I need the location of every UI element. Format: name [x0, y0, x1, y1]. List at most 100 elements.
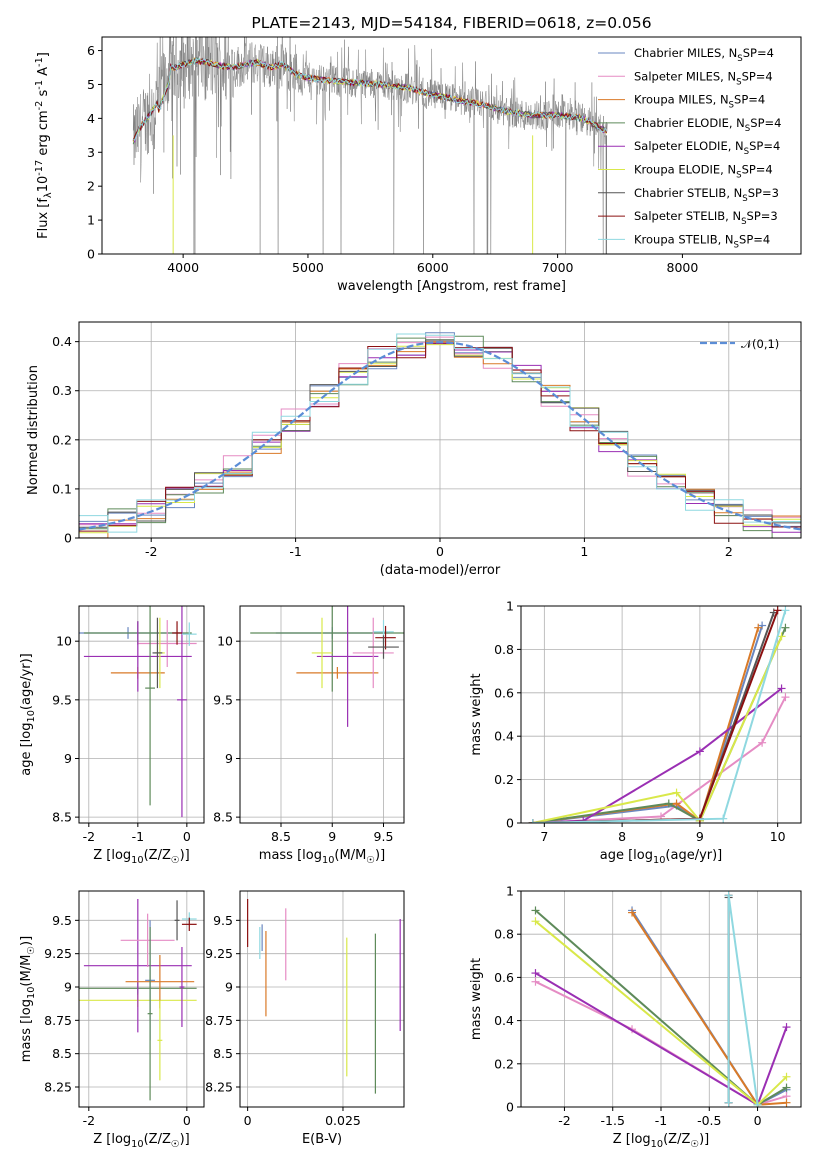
y-tick-label: 0.6 — [494, 970, 514, 985]
x-tick-label: 9 — [696, 829, 704, 844]
x-tick-label: -2 — [558, 1113, 570, 1128]
x-tick-label: 10 — [770, 829, 786, 844]
model-spectrum — [132, 57, 607, 141]
y-tick-label: 9.5 — [52, 692, 72, 707]
x-tick-label: 4000 — [167, 260, 199, 275]
x-tick-label: 1 — [580, 544, 588, 559]
plot-area — [528, 606, 790, 823]
legend-entry: Chabrier STELIB, NSSP=3 — [634, 186, 779, 204]
axes-frame — [239, 605, 405, 824]
x-tick-label: 7000 — [542, 260, 574, 275]
y-tick-label: 9 — [64, 751, 72, 766]
y-axis-label: Normed distribution — [26, 365, 41, 495]
x-axis-label: E(B-V) — [302, 1132, 342, 1147]
x-tick-label: 0 — [183, 1113, 191, 1128]
x-tick-label: 8000 — [667, 260, 699, 275]
mass-weight-point — [753, 1100, 762, 1107]
legend-entry: 𝒩(0,1) — [741, 337, 779, 351]
y-tick-label: 9.25 — [205, 946, 233, 961]
x-tick-label: -1.5 — [601, 1113, 625, 1128]
x-axis-label: wavelength [Angstrom, rest frame] — [337, 279, 566, 294]
y-tick-label: 10 — [217, 634, 233, 649]
y-tick-label: 5 — [87, 77, 95, 92]
legend-entry: Kroupa STELIB, NSSP=4 — [634, 232, 770, 250]
residual-histogram — [79, 333, 801, 538]
axes-frame — [520, 605, 802, 824]
y-tick-label: 8.25 — [205, 1080, 233, 1095]
mass-weight-point — [758, 738, 767, 747]
y-tick-label: 10 — [56, 634, 72, 649]
y-tick-label: 8.5 — [213, 1046, 233, 1061]
y-tick-label: 1 — [506, 884, 514, 899]
x-tick-label: -1 — [655, 1113, 667, 1128]
legend: Chabrier MILES, NSSP=4 Salpeter MILES, NS… — [598, 46, 781, 250]
model-spectrum — [133, 57, 607, 141]
legend-entry: Chabrier ELODIE, NSSP=4 — [634, 116, 781, 134]
y-tick-label: 0.8 — [494, 642, 514, 657]
x-tick-label: 9.5 — [374, 829, 394, 844]
y-tick-label: 0.2 — [52, 432, 72, 447]
model-spectrum — [132, 57, 607, 140]
y-tick-label: 0.4 — [494, 1013, 514, 1028]
model-spectrum — [132, 57, 607, 142]
y-tick-label: 0.2 — [494, 1056, 514, 1071]
y-axis-label: age [log10(age/yr)] — [19, 653, 37, 776]
plot-area — [531, 891, 791, 1107]
chart-mass-vs-Z: -2 0 8.25 8.5 8.75 9 9.25 9.5 Z [log10(Z/Z☉)] mas… — [19, 890, 205, 1150]
mass-weight-point — [754, 623, 763, 632]
mass-weight-point — [724, 891, 733, 900]
residual-histogram — [79, 342, 801, 538]
axes-frame — [239, 890, 405, 1108]
axes-frame — [78, 605, 205, 824]
y-tick-label: 0 — [64, 531, 72, 546]
y-tick-label: 9.25 — [44, 946, 72, 961]
x-tick-label: -1 — [132, 829, 144, 844]
mass-weight-line — [532, 635, 783, 823]
legend: 𝒩(0,1) — [700, 337, 779, 351]
y-tick-label: 0.8 — [494, 927, 514, 942]
mass-weight-point — [782, 1098, 791, 1107]
x-axis-label: mass [log10(M/M☉)] — [259, 848, 385, 866]
x-axis-label: Z [log10(Z/Z☉)] — [93, 848, 190, 866]
chart-massweight-vs-age: 7 8 9 10 0 0.2 0.4 0.6 0.8 1 age [log10(age/yr)] ma… — [469, 599, 802, 866]
y-axis-label: mass [log10(M/M☉)] — [19, 936, 37, 1062]
mass-weight-point — [781, 606, 790, 615]
y-tick-label: 0 — [506, 816, 514, 831]
mass-weight-point — [664, 799, 673, 808]
chart-residuals: -2 -1 0 1 2 0 0.1 0.2 0.3 0.4 (data-model)/error No… — [26, 321, 802, 578]
legend-entry: Salpeter ELODIE, NSSP=4 — [634, 139, 780, 157]
y-tick-label: 9.5 — [52, 913, 72, 928]
x-tick-label: 6000 — [417, 260, 449, 275]
x-axis-label: (data-model)/error — [380, 563, 501, 578]
y-tick-label: 9.5 — [213, 692, 233, 707]
mass-weight-point — [531, 917, 540, 926]
x-axis-label: Z [log10(Z/Z☉)] — [613, 1132, 710, 1150]
plot-area — [79, 332, 801, 538]
x-tick-label: 8.5 — [271, 829, 291, 844]
x-tick-label: 9 — [328, 829, 336, 844]
plot-area — [247, 899, 401, 1094]
model-spectrum — [132, 56, 607, 143]
mass-weight-line — [532, 609, 779, 823]
y-tick-label: 3 — [87, 145, 95, 160]
y-tick-label: 8.5 — [213, 810, 233, 825]
chart-spectrum: 4000 5000 6000 7000 8000 0 1 2 3 4 5 6 wavelength [A… — [34, 14, 802, 294]
mass-weight-point — [782, 1023, 791, 1032]
y-tick-label: 0.1 — [52, 481, 72, 496]
mass-weight-point — [777, 684, 786, 693]
y-tick-label: 2 — [87, 179, 95, 194]
x-tick-label: -1 — [289, 544, 301, 559]
plot-area — [132, 37, 608, 254]
chart-massweight-vs-Z: -2 -1.5 -1 -0.5 0 0 0.2 0.4 0.6 0.8 1 Z [log10(Z/Z☉… — [469, 884, 802, 1150]
x-axis-label: Z [log10(Z/Z☉)] — [93, 1132, 190, 1150]
chart-age-vs-mass: 8.5 9 9.5 8.5 9 9.5 10 mass [log10(M/M☉)] — [213, 605, 405, 866]
y-tick-label: 0 — [506, 1100, 514, 1115]
x-tick-label: -0.5 — [697, 1113, 721, 1128]
x-tick-label: 0 — [754, 1113, 762, 1128]
residual-histogram — [79, 344, 801, 538]
x-tick-label: -2 — [145, 544, 157, 559]
residual-histogram — [79, 332, 801, 538]
y-tick-label: 0.4 — [52, 334, 72, 349]
normal-reference-curve — [79, 341, 801, 531]
mass-weight-line — [532, 627, 760, 823]
